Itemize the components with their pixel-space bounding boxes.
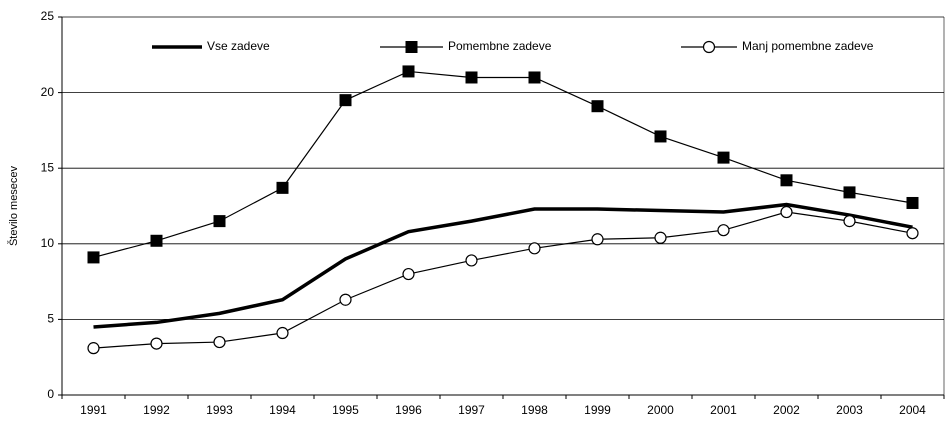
marker <box>528 242 541 255</box>
x-tick-label: 1995 <box>332 403 359 417</box>
marker <box>528 71 541 84</box>
y-axis-label: Število mesecev <box>7 165 20 246</box>
marker <box>780 174 793 187</box>
x-tick-label: 1997 <box>458 403 485 417</box>
marker <box>339 293 352 306</box>
y-tick-label: 20 <box>41 85 55 99</box>
series-line <box>93 211 913 349</box>
marker <box>402 267 415 281</box>
legend-label: Pomembne zadeve <box>448 39 552 53</box>
marker <box>402 65 415 78</box>
y-tick-label: 10 <box>41 236 55 250</box>
x-tick-label: 2000 <box>647 403 674 417</box>
marker <box>906 196 919 209</box>
marker <box>654 231 667 244</box>
x-tick-label: 2003 <box>836 403 863 417</box>
marker <box>843 186 856 199</box>
marker <box>906 227 919 240</box>
marker <box>213 215 226 228</box>
marker <box>213 335 226 349</box>
marker <box>87 342 100 355</box>
x-tick-label: 2004 <box>899 403 926 417</box>
legend-label: Manj pomembne zadeve <box>742 39 874 53</box>
marker <box>654 130 667 143</box>
marker <box>405 41 418 53</box>
x-tick-label: 1996 <box>395 403 422 417</box>
series-line <box>93 70 913 258</box>
y-tick-label: 25 <box>41 9 55 23</box>
x-tick-label: 1993 <box>206 403 233 417</box>
marker <box>591 233 604 246</box>
x-tick-label: 2001 <box>710 403 737 417</box>
y-tick-label: 5 <box>47 312 54 326</box>
x-tick-label: 2002 <box>773 403 800 417</box>
marker <box>150 337 163 350</box>
x-tick-label: 1991 <box>80 403 107 417</box>
y-tick-label: 0 <box>47 387 54 401</box>
series-line <box>93 202 913 329</box>
marker <box>339 94 352 107</box>
legend-label: Vse zadeve <box>207 39 270 53</box>
marker <box>276 326 289 340</box>
x-tick-label: 1994 <box>269 403 296 417</box>
marker <box>717 224 730 237</box>
marker <box>780 205 793 219</box>
x-tick-label: 1998 <box>521 403 548 417</box>
marker <box>465 254 478 267</box>
marker <box>465 71 478 84</box>
marker <box>591 100 604 113</box>
marker <box>87 251 100 264</box>
x-tick-label: 1999 <box>584 403 611 417</box>
marker <box>843 215 856 228</box>
x-tick-label: 1992 <box>143 403 170 417</box>
marker <box>702 40 716 54</box>
marker <box>276 181 289 194</box>
marker <box>150 234 163 247</box>
y-tick-label: 15 <box>41 160 55 174</box>
marker <box>717 151 730 164</box>
